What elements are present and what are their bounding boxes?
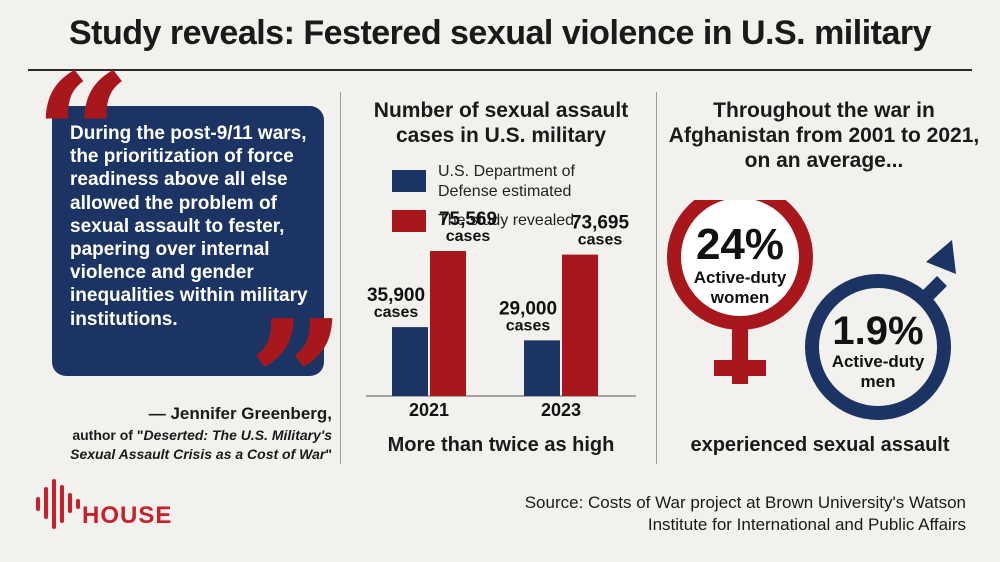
data-label-2021-1: 75,569 [439, 209, 497, 230]
male-symbol-icon [805, 240, 956, 420]
page-title: Study reveals: Festered sexual violence … [68, 14, 932, 52]
book-title: Deserted: The U.S. Military's Sexual Ass… [70, 427, 332, 462]
bar-2021-0 [392, 327, 428, 396]
men-percentage: 1.9% [832, 309, 924, 353]
bar-2023-1 [562, 254, 598, 396]
legend-swatch-dod [392, 170, 426, 192]
gender-title: Throughout the war in Afghanistan from 2… [668, 99, 980, 172]
gender-footer: experienced sexual assault [690, 434, 950, 456]
data-label-2023-1: 73,695 [571, 213, 630, 234]
quote-author-role: author of "Deserted: The U.S. Military's… [40, 426, 332, 464]
gender-symbols [667, 200, 956, 420]
data-unit-2021-1: cases [446, 228, 491, 245]
open-quote-icon: “ [34, 37, 132, 237]
legend-label-dod: U.S. Department of Defense estimated [438, 163, 575, 200]
column-divider-left [340, 92, 341, 464]
men-label: Active-duty men [831, 352, 925, 391]
data-unit-2021-0: cases [374, 304, 419, 321]
data-unit-2023-1: cases [578, 232, 623, 249]
bar-2021-1 [430, 251, 466, 396]
quote-text: During the post-9/11 wars, the prioritiz… [70, 123, 308, 330]
bar-2023-0 [524, 340, 560, 396]
legend-swatch-study [392, 210, 426, 232]
chart-footer: More than twice as high [387, 434, 615, 456]
close-quote-icon: ” [248, 283, 346, 483]
data-label-2021-0: 35,900 [367, 285, 425, 306]
female-symbol-icon [667, 200, 813, 384]
logo-text: HOUSE [82, 502, 173, 529]
quote-box [52, 106, 324, 376]
legend-label-study: The study revealed [438, 212, 575, 229]
house-logo-icon [36, 479, 80, 529]
author-role-suffix: " [325, 446, 332, 462]
women-percentage: 24% [695, 220, 785, 269]
quote-author: — Jennifer Greenberg, [148, 404, 332, 423]
data-label-2023-0: 29,000 [499, 298, 557, 319]
author-role-prefix: author of " [72, 427, 144, 443]
chart-title: Number of sexual assault cases in U.S. m… [373, 99, 629, 147]
title-divider [28, 69, 972, 71]
x-tick-2021: 2021 [409, 400, 449, 420]
column-divider-right [656, 92, 657, 464]
bar-chart: 35,900cases75,569cases202129,000cases73,… [366, 209, 636, 420]
x-tick-2023: 2023 [541, 400, 581, 420]
women-label: Active-duty women [693, 268, 787, 307]
source-citation: Source: Costs of War project at Brown Un… [524, 493, 966, 534]
data-unit-2023-0: cases [506, 317, 551, 334]
